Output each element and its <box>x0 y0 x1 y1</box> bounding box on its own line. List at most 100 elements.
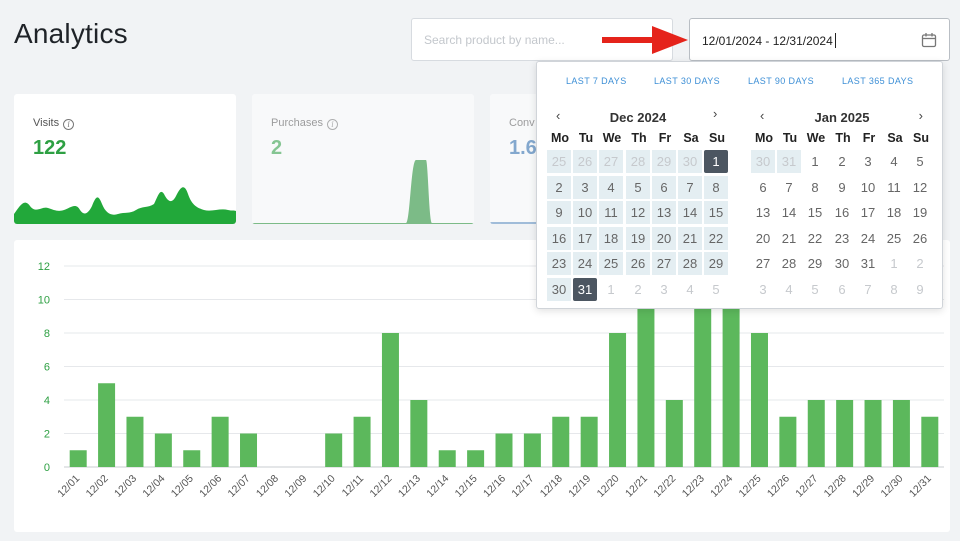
bar-12-29[interactable] <box>864 400 882 467</box>
calendar-day[interactable]: 8 <box>890 281 898 297</box>
bar-12-27[interactable] <box>807 400 825 467</box>
date-range-value[interactable]: 12/01/2024 - 12/31/2024 <box>702 33 836 48</box>
calendar-day[interactable]: 24 <box>860 230 876 246</box>
calendar-day[interactable]: 12 <box>626 201 650 224</box>
calendar-day[interactable]: 13 <box>755 205 771 220</box>
chevron-left-icon-2[interactable]: ‹ <box>760 108 765 123</box>
calendar-day[interactable]: 31 <box>777 150 801 173</box>
info-icon[interactable]: i <box>326 119 338 130</box>
bar-12-18[interactable] <box>552 416 570 467</box>
bar-12-10[interactable] <box>325 433 343 468</box>
calendar-day[interactable]: 8 <box>704 175 728 199</box>
calendar-day[interactable]: 26 <box>573 150 597 173</box>
bar-12-22[interactable] <box>665 400 683 467</box>
calendar-day[interactable]: 19 <box>912 205 928 220</box>
chevron-right-icon-dec[interactable]: › <box>713 106 718 121</box>
calendar-day[interactable]: 7 <box>785 179 793 195</box>
calendar-day[interactable]: 20 <box>652 226 676 250</box>
search-input[interactable] <box>412 19 632 60</box>
calendar-day[interactable]: 11 <box>887 179 901 195</box>
calendar-day[interactable]: 28 <box>626 150 650 173</box>
calendar-day[interactable]: 28 <box>678 252 702 275</box>
calendar-day[interactable]: 22 <box>807 230 823 246</box>
bar-12-31[interactable] <box>921 416 939 467</box>
bar-12-13[interactable] <box>410 400 428 467</box>
calendar-day[interactable]: 30 <box>547 277 571 301</box>
calendar-day[interactable]: 3 <box>573 175 597 199</box>
bar-12-06[interactable] <box>211 416 229 467</box>
bar-12-05[interactable] <box>183 450 201 467</box>
calendar-day[interactable]: 4 <box>599 175 623 199</box>
bar-12-24[interactable] <box>722 266 740 467</box>
calendar-day[interactable]: 20 <box>755 230 771 246</box>
calendar-day[interactable]: 27 <box>599 150 623 173</box>
bar-12-11[interactable] <box>353 416 371 467</box>
calendar-day[interactable]: 22 <box>704 226 728 250</box>
calendar-day[interactable]: 10 <box>573 201 597 224</box>
calendar-day[interactable]: 1 <box>704 150 728 173</box>
bar-12-14[interactable] <box>438 450 456 467</box>
calendar-day[interactable]: 29 <box>704 252 728 275</box>
info-icon[interactable]: i <box>63 119 75 130</box>
calendar-day[interactable]: 6 <box>652 175 676 199</box>
calendar-day[interactable]: 1 <box>607 281 615 297</box>
calendar-day[interactable]: 9 <box>838 179 846 195</box>
calendar-day[interactable]: 6 <box>838 281 846 297</box>
calendar-day[interactable]: 2 <box>547 175 571 199</box>
bar-12-30[interactable] <box>892 400 910 467</box>
calendar-day[interactable]: 5 <box>916 154 924 169</box>
calendar-day[interactable]: 3 <box>864 154 872 169</box>
calendar-day[interactable]: 4 <box>890 154 898 169</box>
bar-12-15[interactable] <box>467 450 485 467</box>
calendar-day[interactable]: 4 <box>785 281 793 297</box>
bar-12-12[interactable] <box>381 333 399 467</box>
calendar-day[interactable]: 25 <box>886 230 902 246</box>
chevron-right-icon[interactable]: › <box>918 108 923 123</box>
calendar-day[interactable]: 18 <box>886 205 902 220</box>
calendar-day[interactable]: 27 <box>755 256 771 271</box>
calendar-day[interactable]: 16 <box>547 226 571 250</box>
bar-12-02[interactable] <box>98 383 116 467</box>
calendar-day[interactable]: 14 <box>781 205 797 220</box>
calendar-day[interactable]: 18 <box>599 226 623 250</box>
calendar-day[interactable]: 2 <box>634 281 642 297</box>
calendar-day[interactable]: 9 <box>547 201 571 224</box>
date-range-input[interactable]: 12/01/2024 - 12/31/2024 <box>689 18 950 61</box>
calendar-day[interactable]: 5 <box>811 281 819 297</box>
calendar-day[interactable]: 13 <box>652 201 676 224</box>
bar-12-16[interactable] <box>495 433 513 468</box>
bar-12-07[interactable] <box>240 433 258 468</box>
calendar-day[interactable]: 15 <box>807 205 823 220</box>
calendar-day[interactable]: 17 <box>573 226 597 250</box>
calendar-day[interactable]: 23 <box>834 230 850 246</box>
preset-last-90-days[interactable]: LAST 90 DAYS <box>748 76 814 86</box>
calendar-day[interactable]: 26 <box>912 230 928 246</box>
calendar-icon[interactable] <box>921 32 937 48</box>
calendar-day[interactable]: 25 <box>599 252 623 275</box>
calendar-day[interactable]: 25 <box>547 150 571 173</box>
calendar-day[interactable]: 10 <box>860 179 876 195</box>
calendar-day[interactable]: 21 <box>781 230 797 246</box>
calendar-day[interactable]: 17 <box>860 205 876 220</box>
calendar-day[interactable]: 7 <box>864 281 872 297</box>
bar-12-20[interactable] <box>609 333 627 467</box>
calendar-day[interactable]: 6 <box>759 179 767 195</box>
calendar-day[interactable]: 2 <box>916 256 924 271</box>
bar-12-01[interactable] <box>69 450 87 467</box>
calendar-day[interactable]: 29 <box>807 256 823 271</box>
bar-12-04[interactable] <box>154 433 172 468</box>
calendar-day[interactable]: 30 <box>678 150 702 173</box>
calendar-day[interactable]: 16 <box>834 205 850 220</box>
calendar-day[interactable]: 31 <box>860 256 876 271</box>
calendar-day[interactable]: 4 <box>686 281 694 297</box>
calendar-day[interactable]: 29 <box>652 150 676 173</box>
calendar-day[interactable]: 3 <box>759 281 767 297</box>
calendar-day[interactable]: 27 <box>652 252 676 275</box>
bar-12-26[interactable] <box>779 416 797 467</box>
calendar-day[interactable]: 31 <box>573 277 597 301</box>
bar-12-23[interactable] <box>694 266 712 467</box>
calendar-day[interactable]: 9 <box>916 281 924 297</box>
calendar-day[interactable]: 15 <box>704 201 728 224</box>
calendar-day[interactable]: 19 <box>626 226 650 250</box>
calendar-day[interactable]: 23 <box>547 252 571 275</box>
